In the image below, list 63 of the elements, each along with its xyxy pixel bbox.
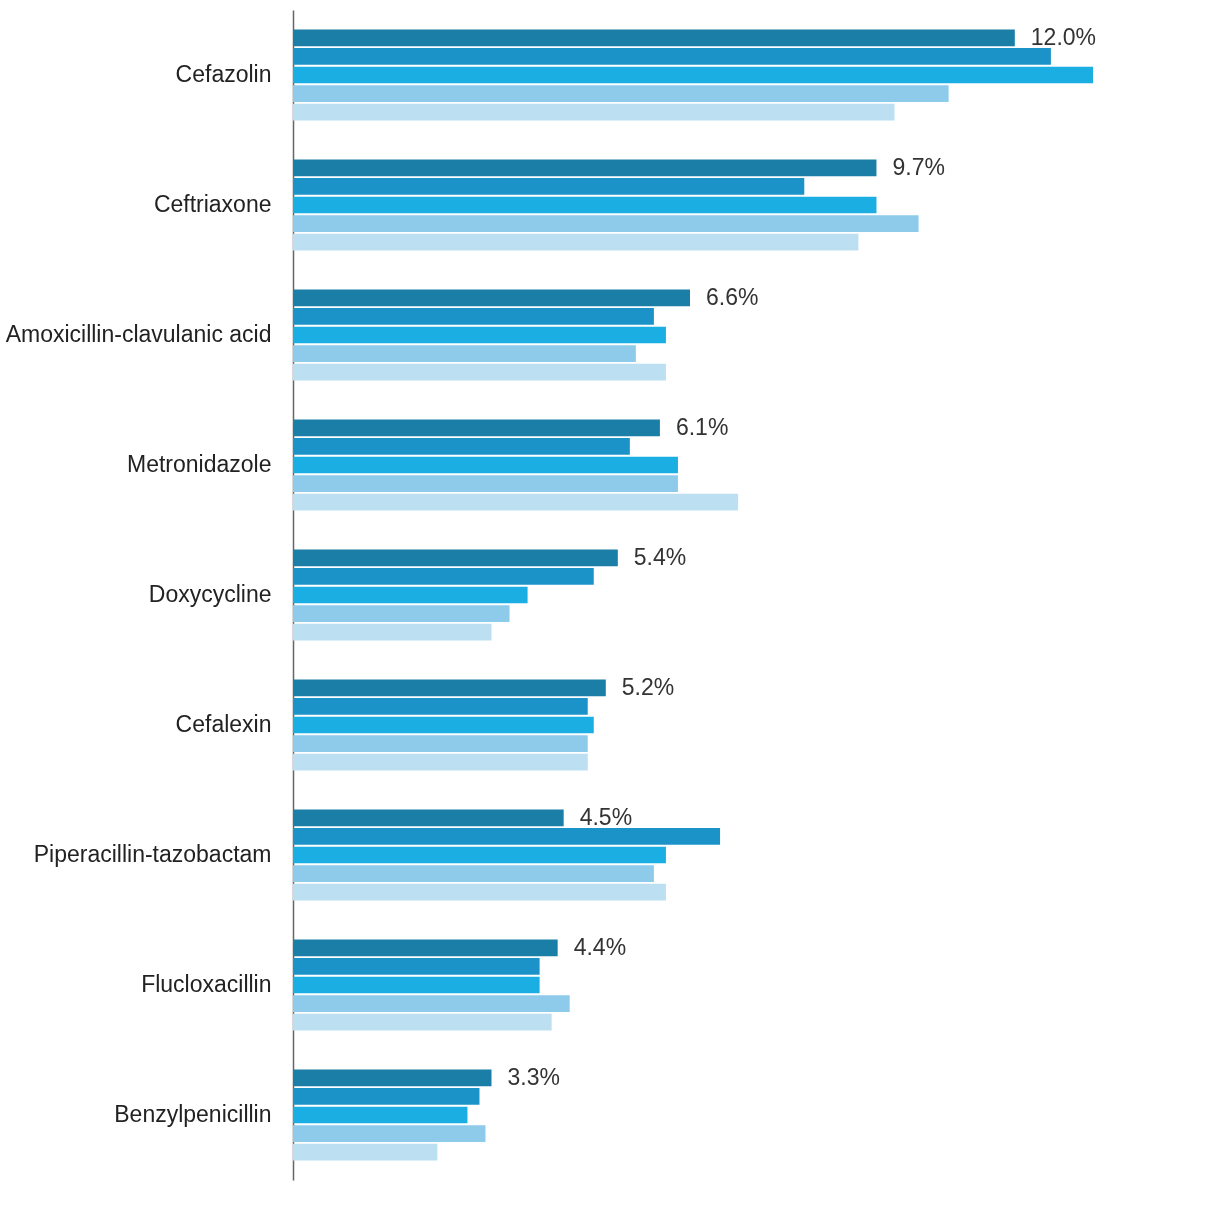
y-tick-label: Amoxicillin-clavulanic acid — [5, 321, 272, 347]
bar — [293, 1106, 468, 1124]
bar — [293, 159, 877, 177]
data-label: 12.0% — [1030, 23, 1097, 50]
bar — [293, 809, 564, 827]
bar — [293, 623, 492, 641]
bar — [293, 1013, 552, 1031]
bar — [293, 493, 739, 511]
y-tick-label: Cefazolin — [175, 61, 272, 87]
data-label: 4.4% — [573, 933, 627, 960]
bar — [293, 215, 919, 232]
bar — [293, 846, 666, 864]
y-tick-label: Doxycycline — [148, 581, 272, 607]
bar — [293, 289, 690, 307]
bar — [293, 828, 721, 845]
bar — [293, 1125, 486, 1142]
bar — [293, 456, 678, 474]
data-label: 6.1% — [675, 413, 729, 440]
data-label: 5.2% — [621, 673, 675, 700]
bar — [293, 568, 594, 585]
bar — [293, 48, 1051, 65]
bar — [293, 85, 949, 102]
bar — [293, 438, 630, 455]
bar — [293, 698, 588, 715]
y-tick-label: Flucloxacillin — [141, 971, 272, 997]
data-label: 3.3% — [507, 1063, 560, 1090]
bar — [293, 233, 859, 251]
y-tick-label: Ceftriaxone — [153, 191, 272, 217]
y-tick-label: Cefalexin — [175, 711, 272, 737]
y-tick-label: Metronidazole — [127, 451, 272, 477]
bar — [293, 976, 540, 994]
data-label: 9.7% — [892, 153, 945, 180]
bar — [293, 958, 540, 975]
bar — [293, 883, 666, 901]
bar — [293, 586, 528, 604]
bar — [293, 735, 588, 752]
y-tick-label: Benzylpenicillin — [114, 1101, 272, 1127]
bar — [293, 326, 666, 344]
bar — [293, 753, 588, 771]
bar — [293, 549, 618, 567]
bar — [293, 939, 558, 957]
bar — [293, 475, 678, 492]
bar — [293, 995, 570, 1012]
data-label: 6.6% — [705, 283, 759, 310]
bar — [293, 363, 666, 381]
bar — [293, 196, 877, 214]
bar — [293, 1069, 492, 1087]
bar — [293, 419, 660, 437]
bar — [293, 308, 654, 325]
bar — [293, 1143, 438, 1161]
bar — [293, 865, 654, 882]
bar — [293, 345, 636, 362]
bar — [293, 29, 1015, 47]
bar — [293, 716, 594, 734]
bar — [293, 1088, 480, 1105]
bar — [293, 66, 1093, 84]
bar — [293, 679, 606, 697]
bar — [293, 178, 805, 195]
data-label: 5.4% — [633, 543, 687, 570]
bar — [293, 605, 510, 622]
data-label: 4.5% — [579, 803, 633, 830]
bar — [293, 103, 895, 121]
y-tick-label: Piperacillin-tazobactam — [33, 841, 272, 867]
